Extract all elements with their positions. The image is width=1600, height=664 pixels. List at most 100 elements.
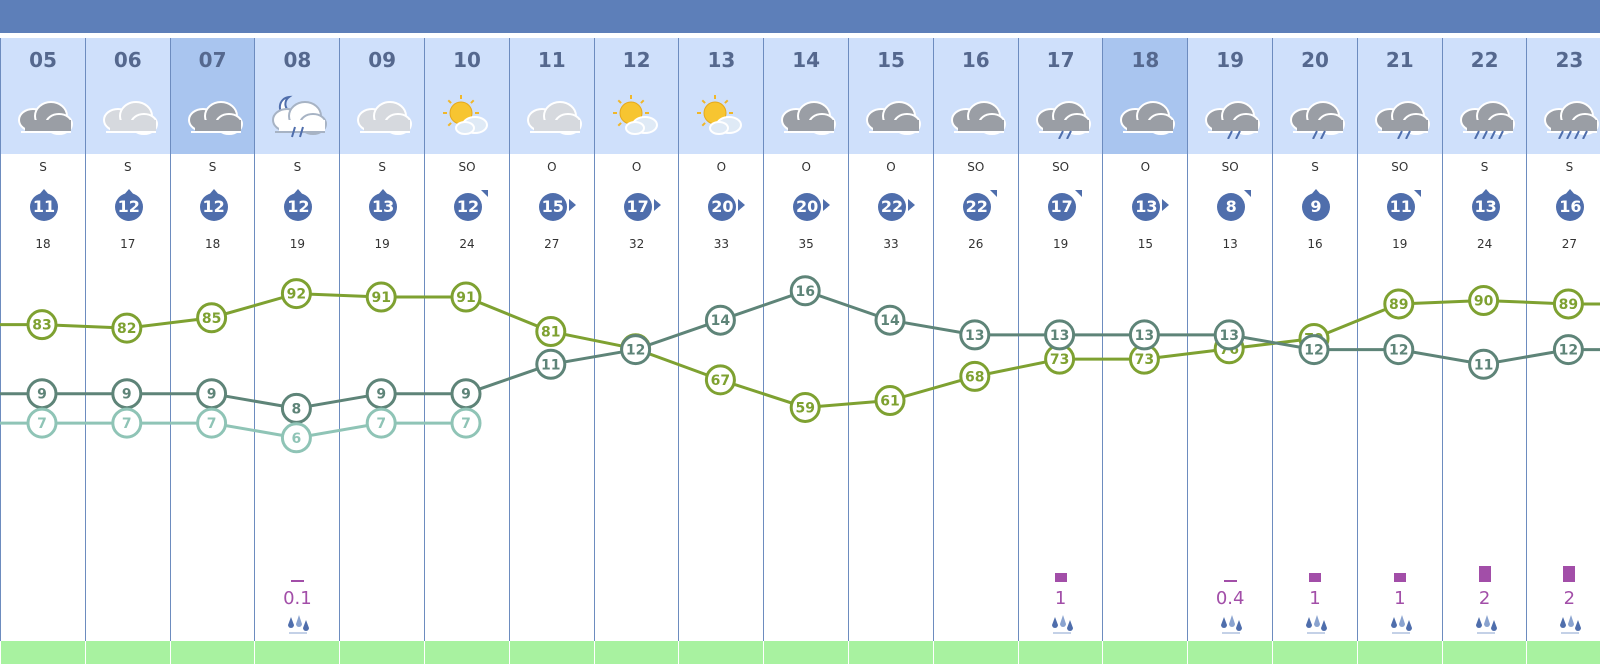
wind-direction: S bbox=[39, 160, 47, 174]
wind-speed-badge: 22 bbox=[960, 188, 997, 222]
cloudy-light-icon bbox=[520, 93, 586, 139]
rain-amount: 0.4 bbox=[1215, 588, 1245, 609]
wind-gust: 19 bbox=[374, 237, 390, 251]
rain-drops-icon bbox=[1557, 613, 1583, 635]
rain-drops-icon bbox=[1218, 613, 1244, 635]
cloudy-icon bbox=[11, 93, 77, 139]
wind-gust: 17 bbox=[120, 237, 136, 251]
footer-divider bbox=[254, 641, 256, 664]
wind-speed-value: 13 bbox=[1135, 197, 1158, 216]
top-bar-divider bbox=[0, 33, 1600, 38]
wind-speed-value: 13 bbox=[372, 197, 395, 216]
hour-column: 07 S 12 18 bbox=[169, 38, 255, 664]
wind-gust: 24 bbox=[1476, 237, 1493, 251]
hour-label: 09 bbox=[368, 48, 397, 72]
wind-speed-value: 12 bbox=[202, 197, 225, 216]
hour-column: 20 S 9 16 1 bbox=[1272, 38, 1357, 664]
wind-direction: O bbox=[631, 160, 642, 174]
wind-speed-value: 13 bbox=[1474, 197, 1497, 216]
hour-column: 17 SO 17 19 1 bbox=[1017, 38, 1103, 664]
footer-divider bbox=[1272, 641, 1273, 664]
wind-gust: 19 bbox=[289, 237, 306, 251]
wind-gust: 18 bbox=[35, 237, 51, 251]
footer-divider bbox=[169, 641, 171, 664]
hour-column: 06 S 12 17 bbox=[84, 38, 170, 664]
wind-speed-value: 22 bbox=[965, 197, 988, 216]
wind-gust: 24 bbox=[459, 237, 475, 251]
wind-direction: S bbox=[1480, 160, 1489, 174]
rain-bar bbox=[1223, 580, 1237, 582]
hour-column: 19 SO 8 13 0.4 bbox=[1187, 38, 1273, 664]
rain-drops-icon bbox=[285, 613, 311, 635]
hour-column: 14 O 20 35 bbox=[763, 38, 849, 664]
rain-amount: 2 bbox=[1478, 588, 1491, 609]
hour-label: 07 bbox=[198, 48, 227, 72]
footer-divider bbox=[1102, 641, 1104, 664]
wind-direction: SO bbox=[967, 160, 985, 174]
cloudy-light-icon bbox=[96, 93, 162, 139]
wind-gust: 27 bbox=[1561, 237, 1578, 251]
footer-divider bbox=[0, 641, 1, 664]
hour-label: 15 bbox=[877, 48, 905, 72]
rain-amount: 2 bbox=[1563, 588, 1576, 609]
wind-speed-value: 17 bbox=[1050, 197, 1073, 216]
hour-column: 15 O 22 33 bbox=[848, 38, 933, 664]
wind-gust: 13 bbox=[1222, 237, 1238, 251]
wind-speed-value: 9 bbox=[1310, 197, 1322, 216]
wind-direction: O bbox=[1140, 160, 1151, 174]
night-rain-icon bbox=[265, 93, 331, 139]
hour-label: 17 bbox=[1046, 48, 1075, 72]
wind-direction: SO bbox=[1391, 160, 1409, 174]
wind-direction: S bbox=[208, 160, 217, 174]
hour-header bbox=[849, 38, 933, 154]
rain-drops-icon bbox=[1303, 613, 1329, 635]
hour-header bbox=[170, 38, 255, 154]
hour-label: 21 bbox=[1385, 48, 1414, 72]
rain-cloud-icon bbox=[1368, 93, 1434, 140]
wind-speed-badge: 12 bbox=[281, 188, 315, 222]
hour-label: 20 bbox=[1301, 48, 1329, 72]
wind-speed-badge: 17 bbox=[1045, 188, 1082, 222]
wind-speed-value: 8 bbox=[1225, 197, 1237, 216]
rain-amount: 1 bbox=[1309, 588, 1321, 609]
wind-direction: S bbox=[293, 160, 302, 174]
wind-speed-value: 20 bbox=[796, 197, 819, 216]
cloudy-icon bbox=[944, 93, 1010, 139]
hour-label: 14 bbox=[792, 48, 821, 72]
wind-speed-value: 12 bbox=[117, 197, 140, 216]
heavy-rain-cloud-icon bbox=[1537, 93, 1600, 140]
hour-label: 18 bbox=[1131, 48, 1160, 72]
hour-column: 22 S 13 24 2 bbox=[1441, 38, 1527, 664]
hour-label: 10 bbox=[453, 48, 481, 72]
hour-header bbox=[933, 38, 1018, 154]
top-bar bbox=[0, 0, 1600, 33]
hour-column: 21 SO 11 19 1 bbox=[1356, 38, 1442, 664]
footer-divider bbox=[848, 641, 849, 664]
wind-gust: 19 bbox=[1052, 237, 1069, 251]
wind-speed-badge: 9 bbox=[1299, 188, 1333, 222]
wind-direction: S bbox=[1565, 160, 1574, 174]
wind-speed-badge: 15 bbox=[536, 188, 576, 222]
cloudy-icon bbox=[181, 93, 247, 139]
hour-column: 08 S 12 19 0.1 bbox=[254, 38, 340, 664]
hour-column: 05 S 11 18 bbox=[0, 38, 85, 664]
hour-column: 11 O 15 27 bbox=[508, 38, 594, 664]
footer-divider bbox=[1187, 641, 1189, 664]
hour-label: 08 bbox=[283, 48, 312, 72]
hour-column: 13 O 20 33 bbox=[678, 38, 764, 664]
hour-column: 18 O 13 15 bbox=[1102, 38, 1188, 664]
hour-header bbox=[509, 38, 594, 154]
hour-label: 23 bbox=[1555, 48, 1584, 72]
hour-header bbox=[1103, 38, 1188, 154]
wind-gust: 33 bbox=[883, 237, 899, 251]
wind-direction: S bbox=[123, 160, 132, 174]
cloudy-icon bbox=[1113, 93, 1179, 139]
rain-bar bbox=[1309, 573, 1321, 582]
wind-speed-value: 16 bbox=[1559, 197, 1582, 216]
sun-cloud-icon bbox=[605, 93, 671, 139]
wind-speed-value: 20 bbox=[711, 197, 734, 216]
cloudy-icon bbox=[774, 93, 840, 139]
rain-bar bbox=[1054, 573, 1067, 582]
wind-speed-value: 12 bbox=[456, 197, 480, 216]
footer-divider bbox=[932, 641, 934, 664]
